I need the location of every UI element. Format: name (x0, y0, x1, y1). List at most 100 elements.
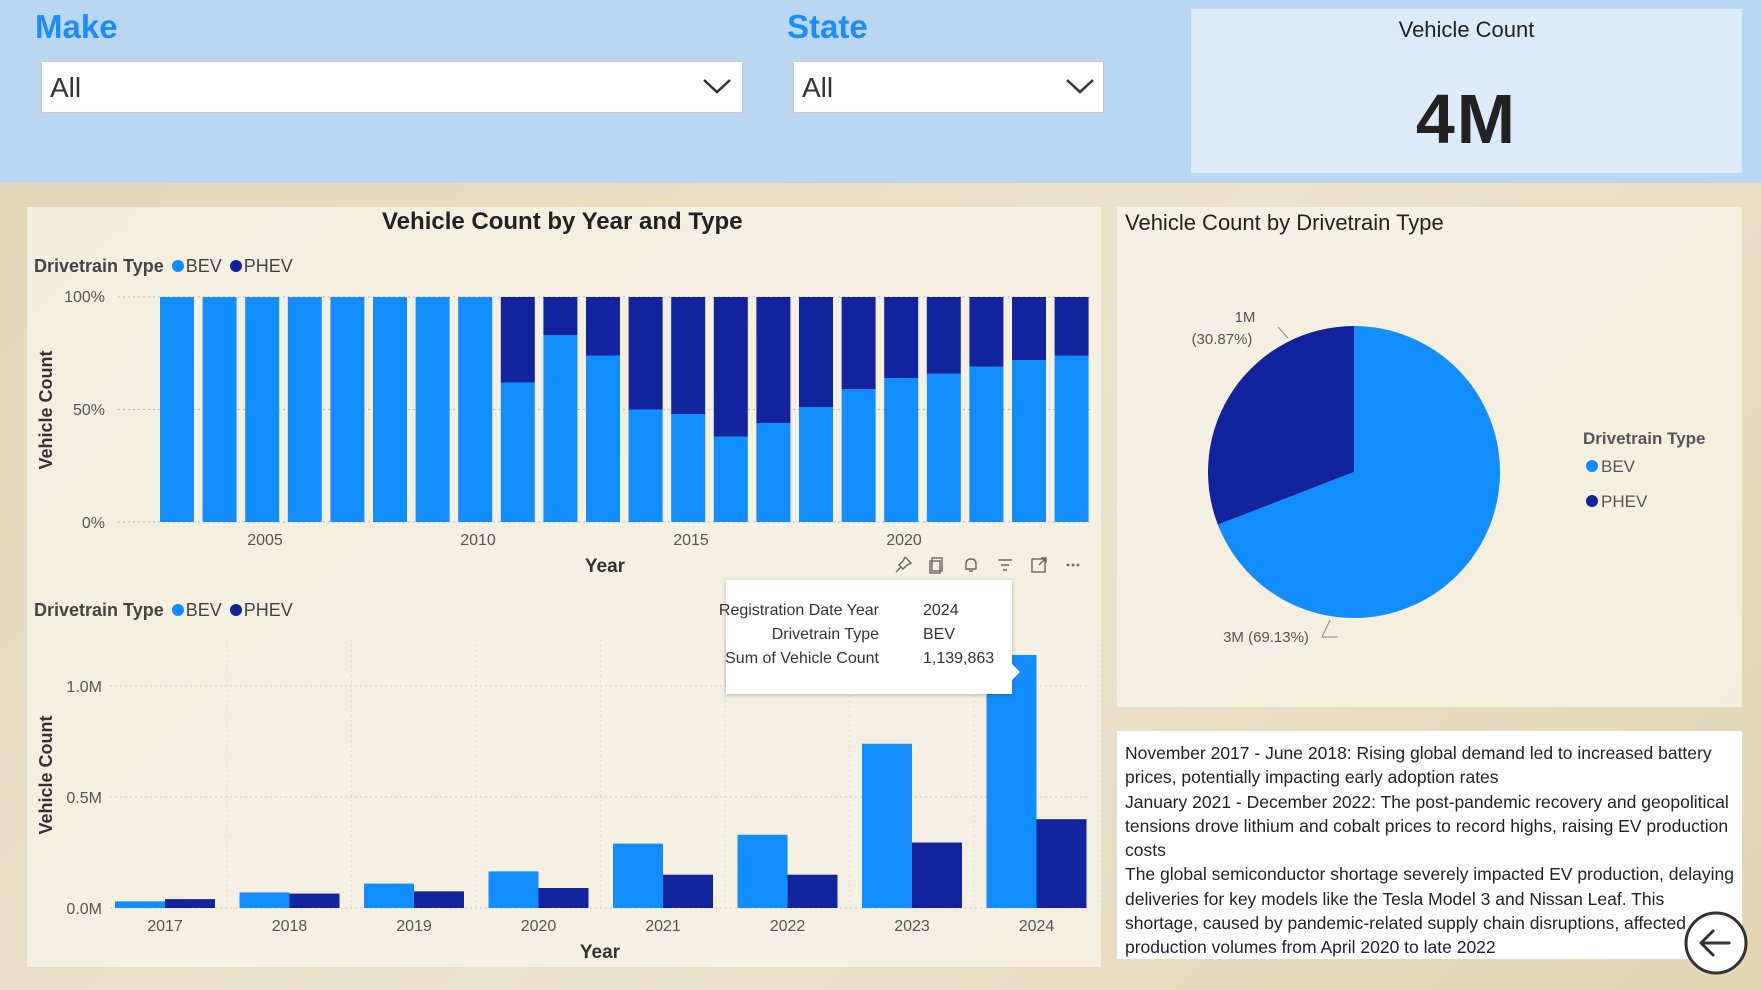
legend-item-bev[interactable]: BEV (185, 256, 222, 276)
bar-bev-2005[interactable] (287, 297, 322, 522)
bar-bev-2020[interactable] (926, 373, 961, 523)
x-tick-label: 2022 (770, 918, 806, 935)
bar-phev-2018[interactable] (841, 297, 876, 390)
bar-phev-2023[interactable] (1054, 297, 1089, 356)
card-value: 4M (1415, 80, 1518, 158)
bar-phev-2015[interactable] (713, 297, 748, 437)
legend-item-bev[interactable]: BEV (185, 600, 222, 620)
bar-phev-2019[interactable] (414, 891, 464, 908)
bar-phev-2023[interactable] (912, 842, 962, 908)
pie-chart-title: Vehicle Count by Drivetrain Type (1125, 210, 1444, 235)
y-tick-label: 0.0M (66, 901, 102, 918)
top-chart-title: Vehicle Count by Year and Type (382, 208, 743, 235)
x-tick-label: 2024 (1019, 918, 1055, 935)
bar-bev-2020[interactable] (488, 871, 539, 908)
pie-slice-bev[interactable] (1217, 326, 1500, 618)
bar-phev-2014[interactable] (671, 297, 706, 414)
bar-phev-2019[interactable] (884, 297, 919, 378)
pie-slice-phev[interactable] (1207, 326, 1354, 525)
bar-bev-2024[interactable] (986, 654, 1037, 908)
y-tick-label: 1.0M (66, 679, 102, 696)
bar-bev-2009[interactable] (458, 297, 493, 522)
pin-icon[interactable] (893, 555, 913, 575)
vehicle-count-card: Vehicle Count 4M (1191, 9, 1742, 173)
bar-bev-2006[interactable] (330, 297, 365, 522)
bar-bev-2023[interactable] (1054, 355, 1089, 523)
state-dropdown[interactable]: All (793, 61, 1104, 113)
bar-phev-2020[interactable] (538, 888, 589, 908)
focus-mode-icon[interactable] (1029, 555, 1049, 575)
tooltip-pointer (1010, 662, 1020, 682)
bar-bev-2022[interactable] (737, 834, 788, 908)
bar-bev-2018[interactable] (841, 389, 876, 522)
bar-phev-2022[interactable] (1012, 297, 1046, 360)
state-filter-title: State (787, 8, 868, 45)
bar-phev-2020[interactable] (926, 297, 961, 374)
bar-phev-2017[interactable] (165, 899, 215, 908)
bottom-chart-legend: Drivetrain Type BEV PHEV (34, 600, 293, 621)
filter-icon[interactable] (995, 555, 1015, 575)
x-tick-label: 2023 (894, 918, 930, 935)
bar-phev-2022[interactable] (787, 874, 838, 908)
annotation-line: The global semiconductor shortage severe… (1125, 864, 1734, 958)
leader-line (1277, 326, 1289, 339)
bar-phev-2017[interactable] (799, 297, 833, 408)
chevron-down-icon[interactable] (702, 74, 732, 98)
pie-data-label: 3M (69.13%) (1223, 629, 1309, 646)
bar-phev-2018[interactable] (289, 893, 340, 908)
bar-bev-2021[interactable] (613, 843, 663, 908)
bar-phev-2012[interactable] (586, 297, 620, 356)
tooltip-value: 1,139,863 (923, 650, 995, 667)
bar-bev-2008[interactable] (415, 297, 450, 522)
bar-bev-2023[interactable] (862, 743, 912, 908)
bar-bev-2013[interactable] (628, 409, 663, 523)
x-axis-title: Year (585, 556, 626, 577)
bar-phev-2016[interactable] (756, 297, 791, 423)
more-options-icon[interactable] (1063, 555, 1083, 575)
bev-dot-icon (171, 259, 184, 272)
pie-legend-item-bev[interactable]: BEV (1601, 457, 1636, 476)
bar-bev-2003[interactable] (202, 297, 237, 522)
bar-bev-2012[interactable] (586, 355, 620, 523)
bar-bev-2016[interactable] (756, 423, 791, 522)
bar-phev-2010[interactable] (500, 297, 535, 383)
bar-phev-2013[interactable] (628, 297, 663, 410)
x-tick-label: 2005 (247, 532, 283, 549)
card-title: Vehicle Count (1398, 17, 1535, 42)
bar-bev-2011[interactable] (543, 335, 578, 522)
tooltip-row: Registration Date Year 2024 (719, 602, 1012, 626)
bar-bev-2004[interactable] (245, 297, 280, 522)
annotation-textbox: November 2017 - June 2018: Rising global… (1117, 731, 1742, 959)
bar-bev-2007[interactable] (373, 297, 407, 522)
copy-icon[interactable] (927, 555, 947, 575)
legend-item-phev[interactable]: PHEV (243, 256, 293, 276)
y-tick-label: 50% (73, 402, 105, 419)
bar-bev-2019[interactable] (884, 378, 919, 522)
bar-phev-2024[interactable] (1036, 819, 1087, 908)
bar-bev-2017[interactable] (115, 901, 165, 908)
bar-bev-2017[interactable] (799, 407, 833, 522)
bar-bev-2015[interactable] (713, 436, 748, 523)
bar-phev-2021[interactable] (663, 874, 713, 908)
x-tick-label: 2020 (521, 918, 557, 935)
bar-bev-2021[interactable] (969, 366, 1004, 522)
bar-bev-2018[interactable] (239, 892, 290, 908)
x-tick-label: 2020 (886, 532, 922, 549)
bar-bev-2014[interactable] (671, 414, 706, 522)
y-axis-title: Vehicle Count (36, 350, 56, 469)
bar-phev-2021[interactable] (969, 297, 1004, 367)
bar-phev-2011[interactable] (543, 297, 578, 336)
bar-bev-2010[interactable] (500, 382, 535, 523)
back-arrow-button[interactable] (1683, 910, 1749, 976)
chevron-down-icon[interactable] (1065, 74, 1095, 98)
bell-icon[interactable] (961, 555, 981, 575)
bar-bev-2022[interactable] (1012, 360, 1046, 522)
bar-bev-2002[interactable] (160, 297, 194, 522)
legend-item-phev[interactable]: PHEV (243, 600, 293, 620)
pie-legend-item-phev[interactable]: PHEV (1601, 492, 1648, 511)
bar-bev-2019[interactable] (364, 883, 414, 908)
pie-legend-title: Drivetrain Type (1583, 429, 1706, 448)
make-dropdown[interactable]: All (41, 61, 743, 113)
